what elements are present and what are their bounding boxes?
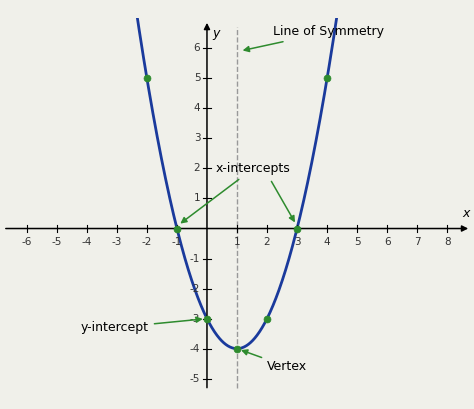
Text: -4: -4 — [190, 344, 201, 354]
Text: 2: 2 — [194, 164, 201, 173]
Text: 2: 2 — [264, 237, 270, 247]
Text: -1: -1 — [172, 237, 182, 247]
Text: -2: -2 — [142, 237, 152, 247]
Text: 6: 6 — [384, 237, 391, 247]
Text: -2: -2 — [190, 283, 201, 294]
Text: 3: 3 — [294, 237, 301, 247]
Text: -3: -3 — [112, 237, 122, 247]
Text: 5: 5 — [354, 237, 360, 247]
Text: x-intercepts: x-intercepts — [182, 162, 291, 222]
Text: Line of Symmetry: Line of Symmetry — [244, 25, 384, 52]
Text: -6: -6 — [22, 237, 32, 247]
Text: y: y — [212, 27, 220, 40]
Text: 1: 1 — [194, 193, 201, 204]
Text: 1: 1 — [234, 237, 240, 247]
Text: 3: 3 — [194, 133, 201, 144]
Text: -4: -4 — [82, 237, 92, 247]
Text: y-intercept: y-intercept — [81, 317, 201, 334]
Text: 8: 8 — [444, 237, 450, 247]
Text: 4: 4 — [324, 237, 330, 247]
Text: 5: 5 — [194, 73, 201, 83]
Text: x: x — [462, 207, 470, 220]
Text: -3: -3 — [190, 314, 201, 324]
Text: -1: -1 — [190, 254, 201, 263]
Text: -5: -5 — [190, 374, 201, 384]
Text: -5: -5 — [52, 237, 62, 247]
Text: 6: 6 — [194, 43, 201, 53]
Text: Vertex: Vertex — [243, 350, 307, 373]
Text: 7: 7 — [414, 237, 420, 247]
Text: 4: 4 — [194, 103, 201, 113]
